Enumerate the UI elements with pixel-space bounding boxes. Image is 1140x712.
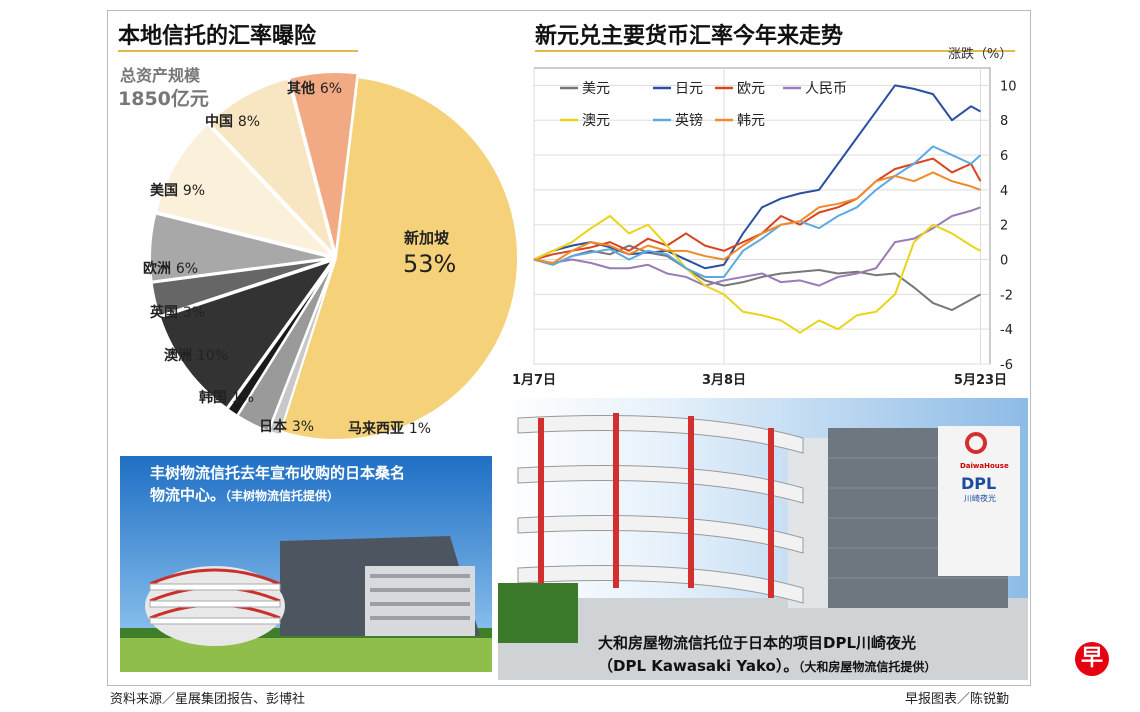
series-line-1 bbox=[533, 84, 981, 270]
pie-label-europe: 欧洲 6% bbox=[143, 258, 198, 278]
pie-name-uk: 英国 bbox=[150, 305, 178, 321]
x-tick-label-2: 5月23日 bbox=[954, 373, 1007, 388]
total-assets-label: 总资产规模 bbox=[120, 66, 201, 85]
y-tick-label-4: 2 bbox=[1000, 219, 1008, 234]
photo-left bbox=[120, 456, 492, 672]
pie-pct-japan: 3% bbox=[291, 419, 315, 435]
zaobao-logo: 早 bbox=[1075, 642, 1109, 676]
pie-slice-0 bbox=[279, 76, 519, 441]
pie-pct-malaysia: 1% bbox=[408, 421, 432, 437]
photo-left-caption-line2: 物流中心。（丰树物流信托提供） bbox=[150, 484, 339, 505]
y-tick-label-6: -2 bbox=[1000, 288, 1013, 303]
pie-pct-china: 8% bbox=[237, 114, 261, 130]
photo-left-caption-line1: 丰树物流信托去年宣布收购的日本桑名 bbox=[150, 464, 406, 482]
series-line-4 bbox=[533, 215, 981, 334]
pie-slice-5 bbox=[150, 257, 333, 318]
pie-name-china: 中国 bbox=[205, 114, 233, 130]
building-dpl-sign: DPL bbox=[961, 474, 997, 493]
series-line-5 bbox=[533, 145, 982, 278]
pie-label-usa: 美国 9% bbox=[150, 180, 205, 200]
pie-label-australia: 澳洲 10% bbox=[164, 345, 228, 365]
pie-pct-usa: 9% bbox=[182, 183, 206, 199]
photo-right-caption-line2: （DPL Kawasaki Yako）。（大和房屋物流信托提供） bbox=[598, 655, 936, 676]
pie-name-other: 其他 bbox=[287, 81, 315, 97]
pie-pct-uk: 3% bbox=[182, 305, 206, 321]
right-title-underline bbox=[535, 50, 1015, 52]
pie-name-usa: 美国 bbox=[150, 183, 178, 199]
pie-pct-korea: 1% bbox=[231, 390, 255, 406]
y-tick-label-1: 8 bbox=[1000, 114, 1008, 129]
pie-name-malaysia: 马来西亚 bbox=[348, 421, 404, 437]
pie-label-malaysia: 马来西亚 1% bbox=[348, 418, 431, 438]
legend-label-2: 欧元 bbox=[737, 81, 765, 97]
pie-slice-4 bbox=[158, 258, 336, 410]
legend-label-1: 日元 bbox=[675, 81, 703, 97]
y-tick-label-5: 0 bbox=[1000, 254, 1008, 269]
y-tick-label-3: 4 bbox=[1000, 184, 1008, 199]
pie-name-australia: 澳洲 bbox=[164, 348, 192, 364]
photo-right-credit: （大和房屋物流信托提供） bbox=[798, 660, 937, 674]
pie-slice-9 bbox=[288, 71, 359, 255]
pie-label-china: 中国 8% bbox=[205, 111, 260, 131]
pie-label-other: 其他 6% bbox=[287, 78, 342, 98]
pie-slice-3 bbox=[226, 260, 335, 417]
photo-left-credit: （丰树物流信托提供） bbox=[225, 489, 340, 503]
pie-label-korea: 韩国 1% bbox=[199, 387, 254, 407]
photo-right-caption-text: （DPL Kawasaki Yako）。 bbox=[598, 657, 799, 675]
photo-right-illustration bbox=[498, 398, 1028, 680]
pie-label-singapore: 新加坡 bbox=[404, 229, 450, 247]
pie-pct-other: 6% bbox=[319, 81, 343, 97]
legend-label-4: 澳元 bbox=[582, 113, 610, 129]
y-axis-label: 涨跌（%） bbox=[948, 46, 1012, 62]
legend-label-0: 美元 bbox=[582, 81, 610, 97]
x-tick-label-1: 3月8日 bbox=[702, 373, 746, 388]
y-tick-label-0: 10 bbox=[1000, 79, 1017, 94]
pie-slice-7 bbox=[154, 122, 336, 258]
legend-label-5: 英镑 bbox=[675, 112, 703, 129]
photo-left-illustration bbox=[120, 456, 492, 672]
y-tick-label-2: 6 bbox=[1000, 149, 1008, 164]
pie-label-uk: 英国 3% bbox=[150, 302, 205, 322]
legend-label-3: 人民币 bbox=[805, 81, 847, 97]
legend-label-6: 韩元 bbox=[737, 113, 765, 129]
total-assets-value: 1850亿元 bbox=[118, 88, 209, 110]
footer-credit: 早报图表／陈锐勤 bbox=[905, 692, 1010, 707]
y-tick-label-8: -6 bbox=[1000, 358, 1013, 373]
series-line-0 bbox=[533, 244, 981, 312]
pie-pct-singapore: 53% bbox=[403, 250, 457, 278]
pie-name-korea: 韩国 bbox=[199, 390, 227, 406]
building-sub-sign: 川崎夜光 bbox=[964, 494, 996, 503]
pie-name-japan: 日本 bbox=[259, 419, 287, 435]
building-brand-sign: DaiwaHouse bbox=[960, 462, 1009, 470]
pie-slice-8 bbox=[207, 77, 336, 256]
pie-label-japan: 日本 3% bbox=[259, 416, 314, 436]
right-title: 新元兑主要货币汇率今年来走势 bbox=[535, 24, 844, 49]
pie-slice-6 bbox=[149, 212, 333, 283]
photo-right: DaiwaHouse DPL 川崎夜光 bbox=[498, 398, 1028, 680]
photo-right-caption-line1: 大和房屋物流信托位于日本的项目DPL川崎夜光 bbox=[598, 634, 917, 652]
series-line-3 bbox=[533, 206, 981, 287]
pie-name-europe: 欧洲 bbox=[143, 261, 171, 277]
pie-pct-australia: 10% bbox=[196, 348, 228, 364]
left-title-underline bbox=[118, 50, 358, 52]
y-tick-label-7: -4 bbox=[1000, 323, 1013, 338]
photo-left-caption-text: 物流中心。 bbox=[150, 486, 226, 504]
footer-source: 资料来源／星展集团报告、彭博社 bbox=[110, 692, 306, 707]
pie-pct-europe: 6% bbox=[175, 261, 199, 277]
series-line-6 bbox=[533, 171, 981, 265]
x-tick-label-0: 1月7日 bbox=[512, 373, 556, 388]
left-title: 本地信托的汇率曝险 bbox=[118, 24, 317, 49]
